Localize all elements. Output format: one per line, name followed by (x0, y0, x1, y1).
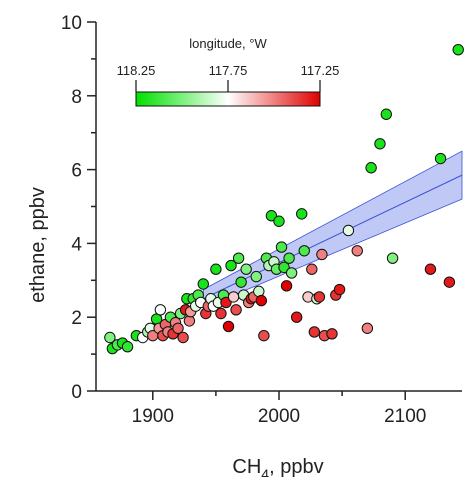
data-points (104, 43, 464, 355)
y-tick-label: 6 (71, 161, 82, 182)
y-tick-label: 4 (71, 234, 82, 255)
data-point (154, 304, 167, 316)
data-point (285, 267, 298, 279)
colorbar-tick-label: 118.25 (117, 63, 156, 78)
x-tick-label: 2100 (384, 406, 426, 427)
data-point (296, 208, 308, 220)
data-point (452, 43, 464, 56)
data-point (255, 294, 268, 307)
colorbar-tick-label: 117.25 (301, 63, 340, 78)
colorbar-gradient (135, 91, 321, 107)
colorbar-tick-label: 117.75 (209, 63, 248, 78)
data-point (290, 311, 303, 323)
data-point (308, 326, 321, 338)
data-point (333, 283, 346, 296)
y-axis-ticks: 0 2 4 6 8 10 (61, 13, 96, 403)
data-point (283, 252, 295, 264)
y-tick-label: 0 (71, 382, 82, 403)
data-point (280, 280, 293, 292)
y-tick-label: 8 (71, 87, 82, 108)
data-point (361, 322, 374, 334)
data-point (220, 296, 232, 309)
x-tick-label: 1900 (132, 406, 174, 427)
data-point (275, 241, 288, 253)
data-point (104, 331, 116, 344)
data-point (434, 152, 447, 165)
data-point (210, 263, 222, 275)
data-point (380, 108, 392, 120)
data-point (235, 276, 247, 288)
data-point (265, 210, 278, 222)
data-point (121, 341, 134, 353)
data-point (177, 331, 189, 344)
data-point (258, 329, 270, 342)
data-point (313, 291, 326, 303)
plot-area (104, 43, 464, 355)
data-point (273, 215, 285, 227)
y-tick-label: 10 (61, 13, 82, 34)
data-point (424, 263, 437, 275)
x-axis-label: CH4, ppbv (232, 456, 323, 477)
data-point (326, 328, 338, 340)
data-point (386, 252, 399, 264)
data-point (232, 252, 245, 264)
data-point (240, 263, 252, 275)
data-point (443, 276, 456, 288)
y-tick-label: 2 (71, 308, 82, 329)
data-point (250, 270, 262, 283)
data-point (227, 291, 240, 303)
data-point (172, 322, 184, 334)
data-point (278, 261, 290, 274)
data-point (215, 307, 227, 320)
data-point (197, 278, 209, 290)
data-point (374, 138, 386, 150)
axes: 1900 2000 2100 0 2 4 6 8 10 (61, 13, 462, 427)
colorbar-legend: longitude, °W 118.25 117.75 117.25 (117, 36, 340, 107)
y-axis-label: ethane, ppbv (27, 187, 49, 303)
colorbar-ticks: 118.25 117.75 117.25 (117, 63, 340, 92)
data-point (316, 248, 328, 261)
data-point (225, 259, 237, 272)
data-point (365, 162, 377, 174)
x-tick-label: 2000 (258, 406, 300, 427)
fit-line (203, 174, 463, 300)
data-point (222, 320, 235, 333)
data-point (230, 304, 242, 316)
x-axis-ticks: 1900 2000 2100 (132, 391, 426, 427)
data-point (306, 263, 318, 275)
data-point (351, 245, 363, 257)
data-point (298, 245, 310, 257)
colorbar-title: longitude, °W (189, 36, 267, 51)
data-point (342, 224, 355, 237)
data-point (183, 315, 196, 327)
